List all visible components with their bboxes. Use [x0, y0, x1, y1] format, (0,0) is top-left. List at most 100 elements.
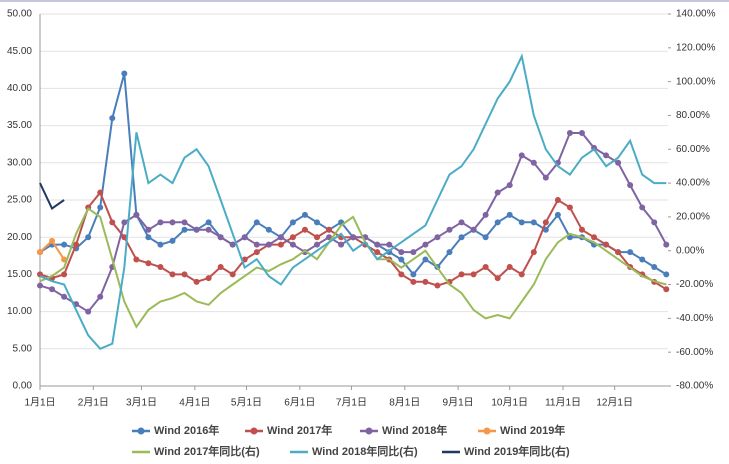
series-marker [169, 237, 176, 244]
series-marker [530, 249, 537, 256]
x-tick-label: 10月1日 [491, 397, 528, 409]
series-line [39, 182, 65, 211]
x-tick-label: 8月1日 [389, 397, 420, 409]
legend-label: Wind 2018年同比(右) [312, 444, 418, 458]
series-marker [566, 204, 573, 211]
series-marker [85, 308, 92, 315]
series-marker [229, 271, 236, 278]
series-marker [603, 241, 610, 248]
series-marker [217, 263, 224, 270]
series-marker [446, 226, 453, 233]
series-marker [542, 174, 549, 181]
series-marker [542, 219, 549, 226]
series-marker [193, 278, 200, 285]
series-marker [518, 152, 525, 159]
series-marker [85, 234, 92, 241]
legend-label: Wind 2019年同比(右) [464, 444, 570, 458]
series-marker [338, 241, 345, 248]
series-marker [470, 226, 477, 233]
series-marker [458, 219, 465, 226]
series-marker [350, 234, 357, 241]
y2-tick-label: 40.00% [676, 178, 710, 189]
y-tick-label: 5.00 [13, 343, 33, 354]
series-marker [73, 241, 80, 248]
series-marker [615, 249, 622, 256]
series-marker [301, 211, 308, 218]
series-marker [169, 219, 176, 226]
series-marker [578, 130, 585, 137]
series-marker [109, 115, 116, 122]
series-marker [145, 226, 152, 233]
series-marker [530, 219, 537, 226]
x-tick-label: 11月1日 [545, 397, 581, 409]
y2-tick-label: 120.00% [676, 42, 716, 53]
series-marker [374, 241, 381, 248]
y2-tick-label: 0.00% [676, 245, 704, 256]
series-marker [458, 271, 465, 278]
series-marker [193, 226, 200, 233]
series-marker [591, 234, 598, 241]
series-marker [603, 152, 610, 159]
series-marker [37, 282, 43, 289]
series-marker [651, 263, 658, 270]
legend-label: Wind 2017年 [267, 423, 332, 437]
series-marker [61, 293, 68, 300]
series-line [39, 73, 667, 276]
legend-label: Wind 2018年 [382, 423, 447, 437]
series-marker [422, 278, 429, 285]
series-marker [663, 286, 670, 293]
x-tick-label: 4月1日 [179, 397, 210, 409]
series-marker [277, 234, 284, 241]
y-tick-label: 0.00 [13, 381, 33, 392]
y2-tick-label: -80.00% [676, 381, 713, 392]
series-marker [398, 249, 405, 256]
legend-label: Wind 2019年 [500, 423, 565, 437]
series-marker [61, 271, 68, 278]
y-tick-label: 25.00 [7, 195, 32, 206]
series-marker [410, 249, 417, 256]
series-marker [121, 70, 128, 77]
series-marker [289, 219, 296, 226]
y-tick-label: 20.00 [7, 232, 32, 243]
series-marker [97, 293, 104, 300]
series-marker [458, 234, 465, 241]
y2-tick-label: -20.00% [676, 279, 713, 290]
series-marker [494, 189, 501, 196]
series-marker [121, 234, 128, 241]
series-marker [205, 275, 212, 282]
series-marker [301, 226, 308, 233]
y2-tick-label: -40.00% [676, 313, 713, 324]
series-marker [518, 219, 525, 226]
series-marker [265, 241, 272, 248]
series-marker [398, 271, 405, 278]
y-tick-label: 40.00 [7, 83, 32, 94]
series-marker [217, 234, 224, 241]
series-marker [181, 219, 188, 226]
series-marker [241, 234, 248, 241]
legend-label: Wind 2017年同比(右) [154, 444, 260, 458]
series-marker [181, 271, 188, 278]
series-marker [61, 241, 68, 248]
series-marker [530, 159, 537, 166]
series-marker [398, 256, 405, 263]
series-marker [145, 234, 152, 241]
series-marker [627, 249, 634, 256]
x-tick-label: 9月1日 [443, 397, 474, 409]
legend-label: Wind 2016年 [154, 423, 219, 437]
series-marker [253, 249, 260, 256]
series-marker [157, 263, 164, 270]
series-marker [97, 204, 104, 211]
series-marker [566, 130, 573, 137]
series-marker [49, 237, 56, 244]
y-tick-label: 45.00 [7, 46, 32, 57]
series-marker [157, 241, 164, 248]
y-tick-label: 15.00 [7, 269, 32, 280]
series-marker [434, 234, 441, 241]
x-tick-label: 12月1日 [596, 397, 633, 409]
series-marker [410, 271, 417, 278]
series-marker [314, 234, 321, 241]
y-tick-label: 35.00 [7, 120, 32, 131]
series-marker [253, 241, 260, 248]
legend-marker [137, 427, 145, 435]
series-line [39, 207, 667, 329]
